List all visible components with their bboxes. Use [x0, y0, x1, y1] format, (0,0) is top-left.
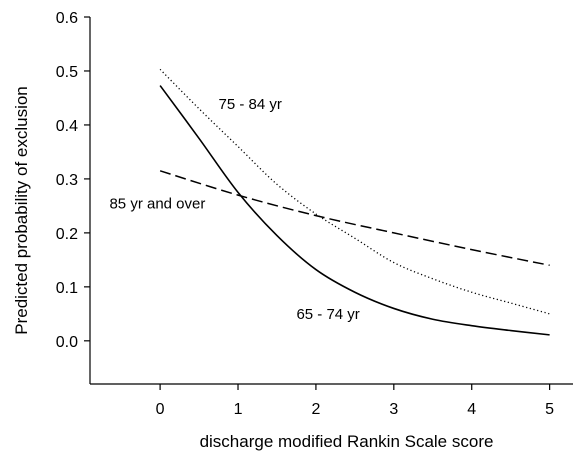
x-tick-label: 2: [311, 401, 320, 418]
y-axis-ticks: 0.0 0.1 0.2 0.3 0.4 0.5 0.6: [56, 10, 90, 351]
x-axis-title: discharge modified Rankin Scale score: [200, 432, 494, 451]
x-tick-label: 5: [545, 401, 554, 418]
y-tick-label: 0.5: [56, 64, 78, 81]
y-tick-label: 0.1: [56, 280, 78, 297]
y-tick-label: 0.2: [56, 226, 78, 243]
x-tick-label: 3: [389, 401, 398, 418]
y-tick-label: 0.4: [56, 118, 78, 135]
y-tick-label: 0.0: [56, 334, 78, 351]
series-line-65-74-yr: [159, 85, 550, 336]
y-axis-title: Predicted probability of exclusion: [12, 86, 31, 335]
x-tick-label: 0: [156, 401, 165, 418]
series-line-85-yr-and-over: [159, 170, 550, 266]
series-annotations: 75 - 84 yr 85 yr and over 65 - 74 yr: [109, 96, 359, 323]
x-axis-ticks: 0 1 2 3 4 5: [156, 384, 554, 418]
y-tick-label: 0.3: [56, 172, 78, 189]
y-tick-label: 0.6: [56, 10, 78, 27]
series-lines: [159, 68, 550, 336]
series-label: 65 - 74 yr: [296, 306, 359, 323]
x-tick-label: 1: [234, 401, 243, 418]
series-label: 75 - 84 yr: [219, 96, 282, 113]
x-tick-label: 4: [467, 401, 476, 418]
series-label: 85 yr and over: [109, 196, 205, 213]
plot-area: 0.0 0.1 0.2 0.3 0.4 0.5 0.6 0 1 2 3 4 5 75 - 84 yr 8…: [56, 10, 573, 418]
series-line-75-84-yr: [159, 68, 550, 315]
